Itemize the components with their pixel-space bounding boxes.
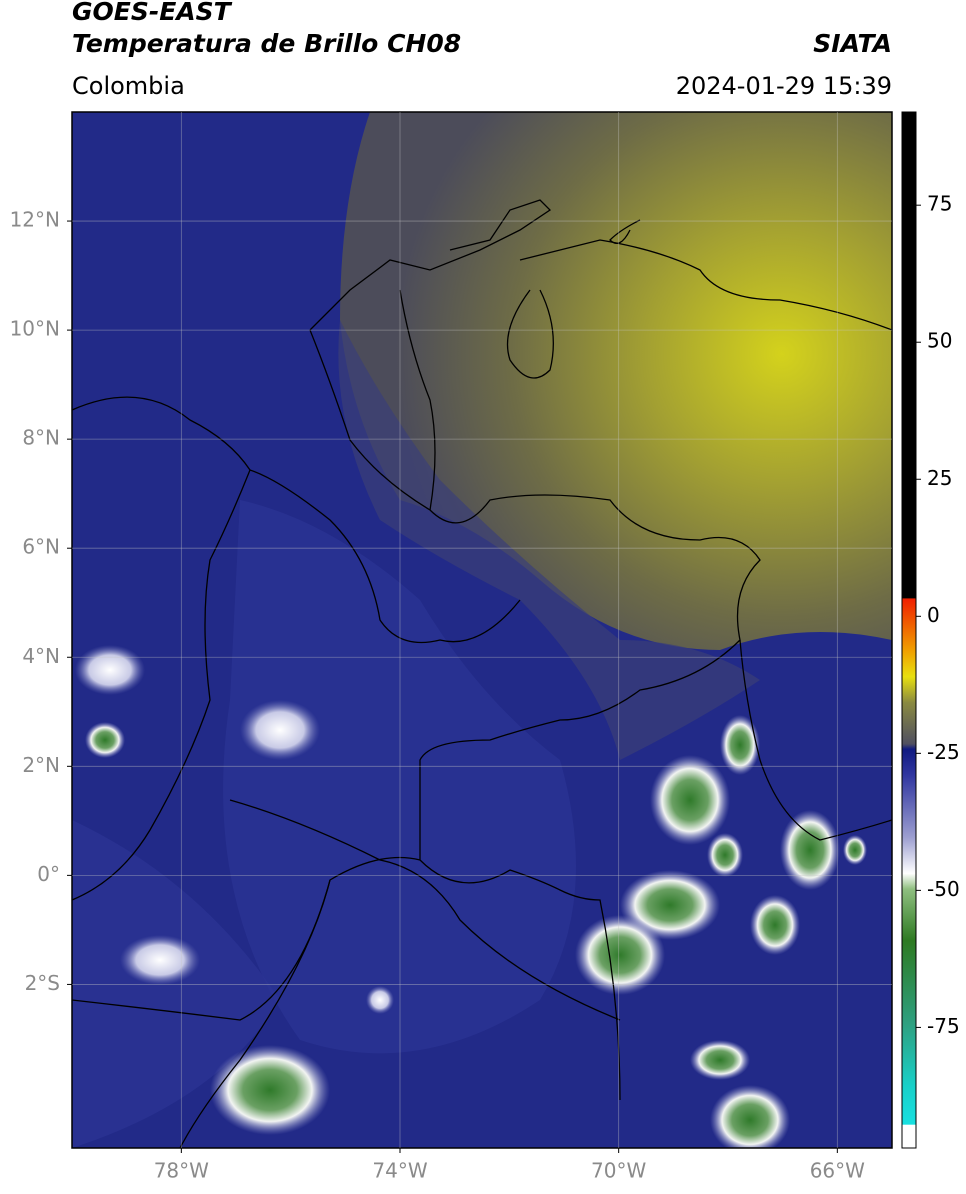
source: SIATA	[813, 29, 892, 58]
x-tick-label: 78°W	[154, 1159, 209, 1183]
datetime: 2024-01-29 15:39	[676, 72, 892, 100]
region: Colombia	[72, 72, 185, 100]
y-tick-label: 6°N	[22, 535, 60, 559]
y-tick-label: 8°N	[22, 426, 60, 450]
colorbar-tick-label: 50	[927, 329, 952, 353]
colorbar-tick-label: 0	[927, 603, 940, 627]
y-tick-label: 12°N	[10, 208, 60, 232]
y-tick-label: 10°N	[10, 317, 60, 341]
colorbar	[901, 111, 917, 1149]
borders	[72, 199, 892, 1148]
y-tick-label: 2°N	[22, 753, 60, 777]
colorbar-tick-label: -25	[927, 740, 960, 764]
y-tick-label: 2°S	[25, 971, 60, 995]
colorbar-tick-label: 75	[927, 192, 952, 216]
satellite-image	[72, 112, 892, 1148]
x-tick-label: 66°W	[810, 1159, 865, 1183]
y-tick-label: 0°	[37, 862, 60, 886]
x-tick-label: 74°W	[372, 1159, 427, 1183]
y-tick-label: 4°N	[22, 644, 60, 668]
subtitle: Temperatura de Brillo CH08	[72, 29, 461, 58]
title: GOES-EAST	[72, 0, 233, 26]
map-frame	[71, 111, 893, 1149]
colorbar-tick-label: -75	[927, 1014, 960, 1038]
x-tick-label: 70°W	[591, 1159, 646, 1183]
colorbar-tick-label: 25	[927, 466, 952, 490]
colorbar-tick-label: -50	[927, 877, 960, 901]
